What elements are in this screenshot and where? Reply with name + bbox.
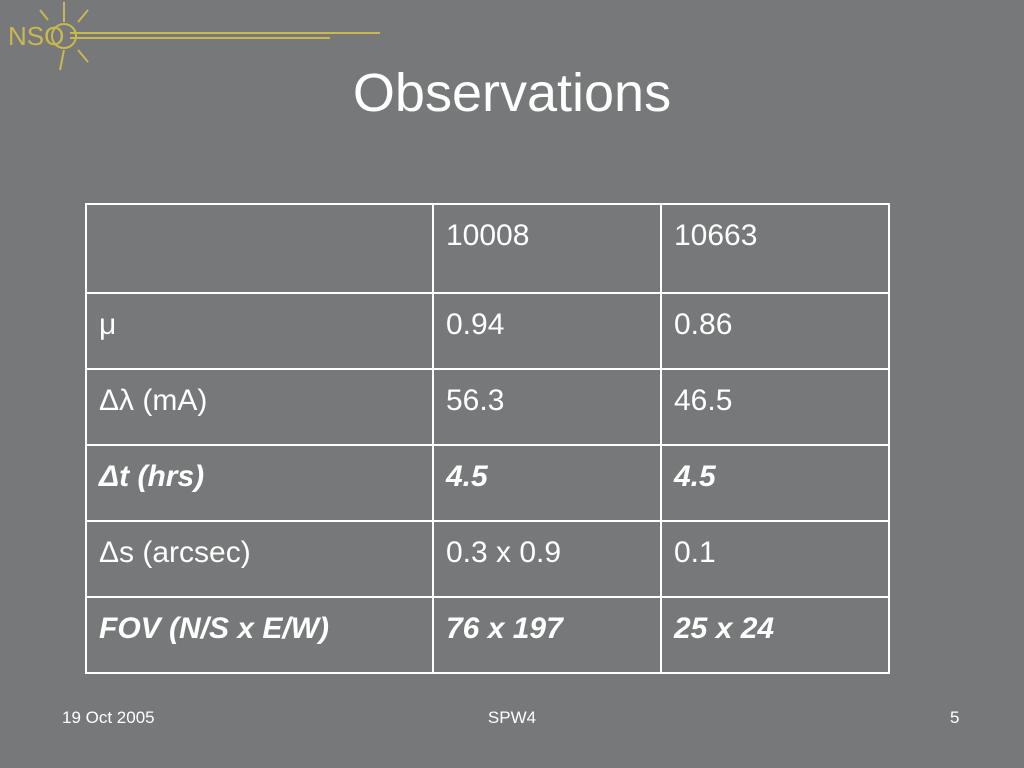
table-row: Δt (hrs) 4.5 4.5 [85, 444, 890, 522]
table-row: Δs (arcsec) 0.3 x 0.9 0.1 [85, 520, 890, 598]
corner-cell [85, 203, 434, 294]
footer-event: SPW4 [487, 708, 537, 727]
logo-sun [39, 2, 380, 71]
table-cell: 4.5 [660, 444, 890, 522]
row-label: Δs (arcsec) [85, 520, 434, 598]
logo-text: NSO [8, 21, 64, 51]
table-cell: 56.3 [432, 368, 662, 446]
data-table: 10008 10663 μ 0.94 0.86 Δλ (mA) 56.3 46.5 Δt (… [85, 203, 890, 674]
table-cell: 0.3 x 0.9 [432, 520, 662, 598]
table-cell: 76 x 197 [432, 596, 662, 674]
row-label: μ [85, 292, 434, 370]
table-cell: 0.86 [660, 292, 890, 370]
footer-date: 19 Oct 2005 [62, 708, 155, 727]
table-row: μ 0.94 0.86 [85, 292, 890, 370]
header-row: 10008 10663 [85, 203, 890, 294]
row-label: FOV (N/S x E/W) [85, 596, 434, 674]
table-cell: 46.5 [660, 368, 890, 446]
table-row: FOV (N/S x E/W) 76 x 197 25 x 24 [85, 596, 890, 674]
table-row: Δλ (mA) 56.3 46.5 [85, 368, 890, 446]
table-cell: 25 x 24 [660, 596, 890, 674]
logo: NSO [8, 2, 380, 71]
slide-title: Observations [352, 63, 672, 123]
header-cell: 10008 [432, 203, 662, 294]
page-number: 5 [950, 708, 960, 727]
row-label: Δt (hrs) [85, 444, 434, 522]
table-cell: 0.1 [660, 520, 890, 598]
table-cell: 4.5 [432, 444, 662, 522]
header-cell: 10663 [660, 203, 890, 294]
row-label: Δλ (mA) [85, 368, 434, 446]
table-cell: 0.94 [432, 292, 662, 370]
